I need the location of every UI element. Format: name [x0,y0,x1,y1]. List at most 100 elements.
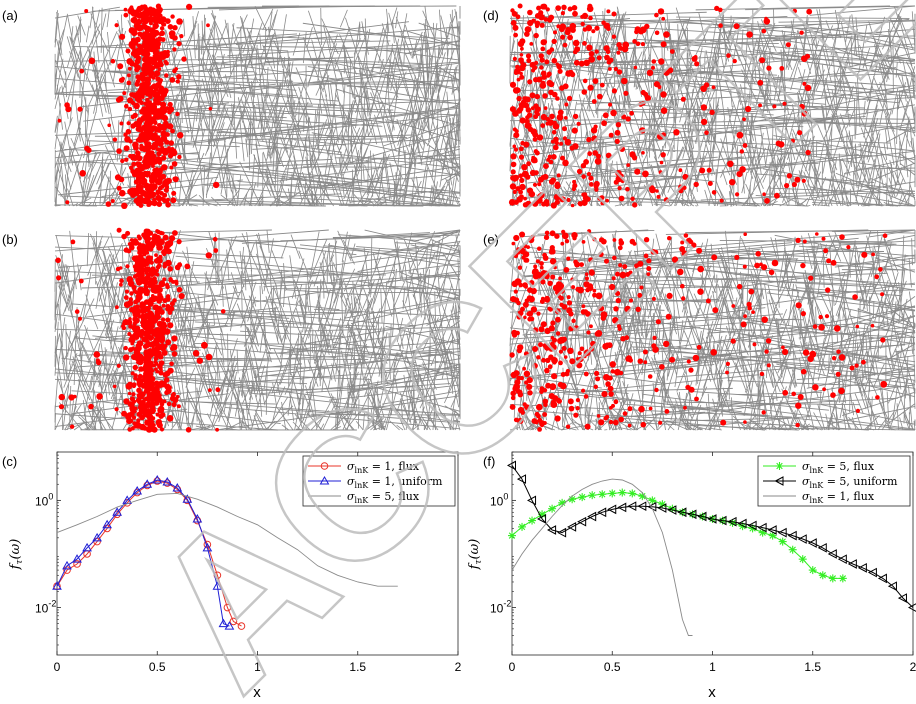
particle [560,34,566,40]
fracture-line [383,155,391,202]
particle [160,146,165,151]
fracture-line [395,16,412,57]
particle [147,119,154,126]
particle [165,201,170,205]
fracture-line [426,41,444,91]
fracture-line [279,322,376,327]
fracture-line [321,18,339,55]
fracture-line [188,203,199,207]
particle [164,73,169,78]
particle [142,107,149,114]
particle [177,262,183,268]
fracture-line [225,44,244,89]
particle [88,403,94,410]
fracture-line [104,93,110,115]
particle [131,336,136,341]
particle [130,346,136,351]
fracture-line [435,140,444,172]
fracture-line [278,123,296,165]
fracture-line [318,84,328,115]
particle [145,185,151,190]
particle [572,10,578,17]
fracture-line [337,406,354,431]
particle [150,184,155,189]
particle [137,236,142,241]
fracture-line [382,197,404,207]
fracture-line [310,410,330,431]
particle [110,58,116,64]
particle [527,126,534,132]
fracture-line [224,74,232,99]
particle [168,277,173,283]
particle [139,267,146,274]
fracture-line [408,120,415,148]
fracture-line [287,51,294,112]
particle [130,51,136,57]
fracture-line [54,229,329,252]
particle [611,34,617,39]
particle [143,306,149,312]
particle [116,227,122,233]
particle [157,89,163,95]
fracture-line [271,157,461,183]
fracture-line [428,87,440,143]
particle [152,197,157,203]
fracture-line [322,177,327,207]
particle [153,87,159,92]
particle [133,12,139,18]
particle [146,255,153,262]
fracture-network-panel-b [54,227,461,433]
particle [569,25,576,32]
particle [165,296,171,302]
fracture-line [202,200,218,207]
fracture-line [224,88,247,136]
fracture-line [272,136,279,162]
particle [120,158,125,164]
particle [159,124,166,130]
fracture-line [381,49,394,73]
particle [179,34,184,39]
fracture-line [423,99,428,132]
fracture-line [335,99,357,143]
fracture-line [81,87,89,115]
particle [205,353,213,361]
particle [529,42,534,46]
particle [155,419,162,426]
particle [116,363,121,368]
particle [192,350,200,357]
particle [131,392,136,397]
fracture-line [207,114,459,141]
fracture-line [80,83,276,108]
particle [124,289,130,294]
particle [140,254,144,259]
fracture-line [54,86,61,110]
fracture-line [255,104,394,111]
fracture-line [367,104,384,137]
fracture-line [390,110,395,131]
particle [529,92,536,99]
fracture-line [451,65,458,95]
fracture-line [111,196,133,207]
particle [145,366,152,372]
fracture-line [358,69,364,90]
fracture-line [93,69,109,108]
fracture-line [366,174,374,195]
fracture-line [404,150,407,196]
particle [159,191,164,196]
fracture-line [75,99,81,142]
fracture-line [213,104,226,148]
fracture-line [205,270,396,284]
fracture-line [258,83,275,124]
fracture-line [56,39,67,76]
fracture-line [117,346,136,384]
fracture-line [214,60,223,87]
fracture-line [270,82,283,108]
particle [212,237,218,242]
particle [157,129,162,133]
particle [177,154,182,160]
particle [513,147,519,152]
particle [176,18,183,25]
fracture-line [265,67,269,105]
fracture-line [305,156,310,178]
particle [130,100,136,106]
